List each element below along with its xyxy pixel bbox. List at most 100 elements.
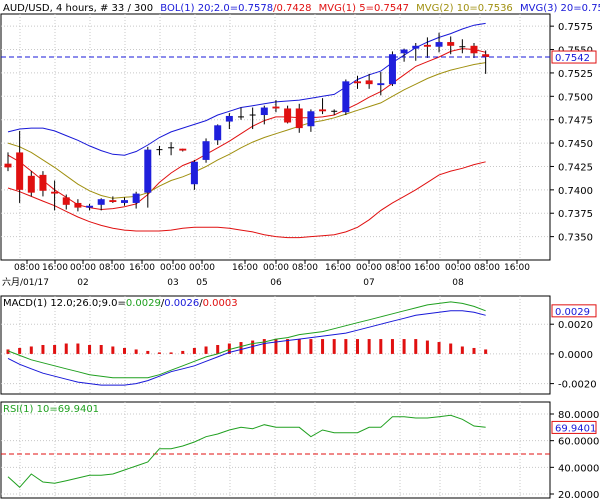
macd-histogram-bar	[134, 349, 138, 354]
macd-histogram-bar	[379, 339, 383, 354]
candle-body	[74, 202, 82, 208]
macd-lines	[7, 301, 486, 386]
time-tick-label: 08:00	[14, 263, 40, 273]
macd-histogram-bar	[309, 339, 313, 354]
rsi-tick-label: 40.0000	[558, 463, 599, 474]
candle-body	[354, 81, 361, 84]
macd-histogram-bar	[414, 339, 418, 354]
candle-body	[388, 54, 396, 85]
macd-line	[7, 310, 486, 386]
macd-last-marker: 0.0029	[551, 304, 597, 318]
macd-histogram-bar	[239, 342, 243, 354]
macd-histogram-bar	[460, 346, 464, 354]
date-tick-label: 06	[270, 278, 282, 288]
macd-histogram-bar	[344, 339, 348, 354]
date-tick-label: 05	[196, 278, 207, 288]
candle-body	[144, 149, 152, 193]
macd-histogram-bar	[29, 346, 33, 354]
macd-histogram-bar	[251, 340, 255, 354]
bollinger-bands	[7, 22, 486, 239]
macd-histogram-bar	[88, 345, 92, 354]
price-tick-label: 0.7425	[558, 162, 593, 173]
rsi-grid	[1, 402, 550, 498]
candle-body	[400, 49, 408, 54]
time-tick-label: 08:00	[385, 263, 411, 273]
time-tick-label: 16:00	[232, 263, 258, 273]
rsi-last-box	[551, 420, 597, 434]
time-tick-label: 00:00	[70, 263, 96, 273]
rsi-tick-label: 20.0000	[558, 490, 599, 501]
time-tick-label: 08:00	[474, 263, 500, 273]
rsi-header: RSI(1) 10=69.9401	[3, 404, 99, 415]
rsi-tick-label: 80.0000	[558, 410, 599, 421]
time-tick-label: 16:00	[325, 263, 351, 273]
candle-body	[435, 42, 443, 47]
macd-histogram-bar	[402, 339, 406, 354]
macd-histogram-bar	[216, 345, 220, 354]
macd-signal-line	[7, 301, 486, 379]
macd-tick-label: -0.0020	[558, 380, 597, 391]
candle-body	[214, 125, 222, 141]
candle-body	[109, 200, 117, 203]
price-tick-label: 0.7350	[558, 233, 593, 244]
candle-body	[16, 152, 24, 190]
time-tick-label: 00:00	[356, 263, 382, 273]
macd-y-axis: 0.0020 0.0000 -0.0020	[550, 320, 597, 391]
candle-body	[225, 115, 233, 122]
candle-body	[51, 191, 59, 194]
macd-histogram-bar	[204, 346, 208, 354]
candle-body	[202, 141, 210, 160]
macd-histogram-bar	[123, 347, 126, 354]
boll-lower-label: /0.7428	[273, 3, 311, 14]
time-axis: 08:00 16:00 00:00 08:00 16:00 00:00 00:00 16:00…	[2, 260, 530, 288]
macd-last-box	[551, 304, 597, 318]
candle-body	[284, 108, 292, 123]
macd-histogram-bar	[157, 352, 161, 354]
price-tick-label: 0.7450	[558, 139, 593, 150]
macd-tick-label: 0.0000	[558, 350, 593, 361]
date-tick-label: 03	[167, 278, 178, 288]
rsi-panel: 80.0000 60.0000 40.0000 20.0000 69.9401 RSI…	[0, 401, 599, 501]
rsi-last-marker: 69.9401	[551, 420, 597, 434]
macd-histogram-bar	[332, 339, 336, 354]
candle-body	[482, 54, 490, 58]
macd-histogram-bar	[425, 340, 429, 354]
candle-body	[342, 81, 350, 113]
macd-histogram-bar	[390, 339, 394, 354]
macd-value: 0.0029	[126, 298, 161, 309]
price-tick-label: 0.7500	[558, 92, 593, 103]
time-tick-label: 16:00	[504, 263, 530, 273]
macd-histogram-bar	[484, 349, 488, 354]
mvg2-line	[7, 62, 486, 199]
macd-histogram-bar	[297, 339, 301, 354]
candle-body	[295, 108, 303, 129]
bollinger-lower-line	[7, 161, 486, 239]
rsi-last-label: 69.9401	[555, 423, 596, 434]
mvg2-label: MVG(2) 10=0.7536	[416, 3, 513, 14]
time-tick-label: 08:00	[292, 263, 318, 273]
time-tick-label: 08:00	[99, 263, 125, 273]
date-tick-label: 六月/01/17	[2, 276, 49, 288]
date-tick-label: 08	[452, 278, 464, 288]
candle-body	[97, 199, 105, 205]
macd-signal-value: 0.0026	[164, 298, 199, 309]
macd-histogram-bar	[227, 343, 231, 354]
macd-hist-value: 0.0003	[203, 298, 238, 309]
time-tick-label: 00:00	[160, 263, 186, 273]
price-tick-label: 0.7375	[558, 209, 593, 220]
symbol-label: AUD/USD	[3, 3, 50, 14]
time-tick-label: 00:00	[445, 263, 471, 273]
candle-body	[365, 80, 373, 85]
time-tick-label: 16:00	[129, 263, 155, 273]
candle-body	[307, 111, 315, 127]
macd-histogram-bar	[64, 343, 68, 354]
candlesticks	[4, 32, 490, 212]
price-panel: 0.75750.75500.75250.75000.74750.74500.74…	[0, 3, 600, 261]
time-tick-label: 16:00	[414, 263, 440, 273]
rsi-tick-label: 60.0000	[558, 437, 599, 448]
mvg1-label: MVG(1) 5=0.7547	[319, 3, 409, 14]
price-tick-label: 0.7400	[558, 186, 593, 197]
macd-tick-label: 0.0020	[558, 320, 593, 331]
